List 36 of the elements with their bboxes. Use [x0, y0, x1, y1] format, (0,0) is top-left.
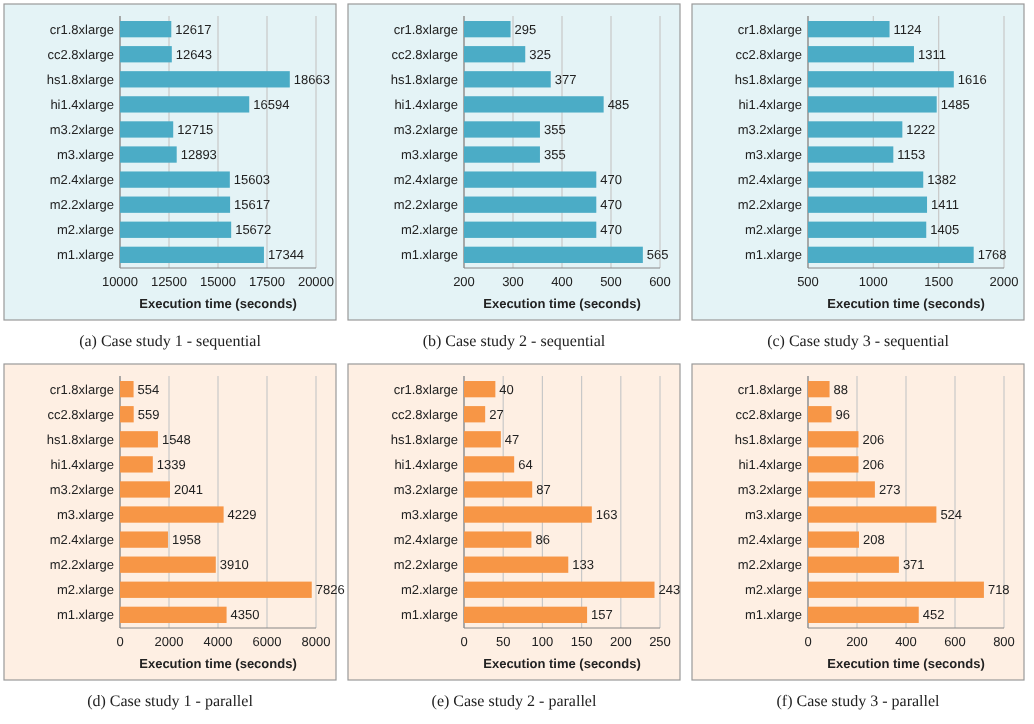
bar: [120, 381, 134, 398]
bar: [808, 381, 830, 398]
bar: [464, 556, 569, 573]
bar: [120, 431, 158, 448]
text: (e) Case study 2 - parallel: [431, 692, 598, 710]
text: (b) Case study 2 - sequential: [422, 332, 607, 350]
bar: [808, 481, 875, 498]
bar: [464, 481, 533, 498]
bar: [808, 431, 859, 448]
bar: [120, 481, 170, 498]
bar: [464, 506, 592, 523]
bar: [120, 581, 312, 598]
bar: [120, 456, 153, 473]
bar: [464, 531, 532, 548]
bar: [120, 606, 227, 623]
bar: [808, 581, 984, 598]
text: (a) Case study 1 - sequential: [79, 332, 263, 350]
text: (f) Case study 3 - parallel: [776, 692, 942, 710]
bar: [464, 431, 501, 448]
bar: [120, 531, 168, 548]
bar: [464, 456, 515, 473]
bar: [808, 606, 919, 623]
bar: [808, 406, 832, 423]
bar: [120, 406, 134, 423]
bar: [808, 531, 859, 548]
text: (c) Case study 3 - sequential: [767, 332, 951, 350]
bar: [464, 581, 655, 598]
bar: [464, 406, 486, 423]
bar: [808, 506, 937, 523]
bar: [808, 456, 859, 473]
bar: [808, 556, 899, 573]
bar: [120, 556, 216, 573]
bar: [464, 381, 496, 398]
bar: [120, 506, 224, 523]
bar: [464, 606, 588, 623]
text: (d) Case study 1 - parallel: [87, 692, 255, 710]
